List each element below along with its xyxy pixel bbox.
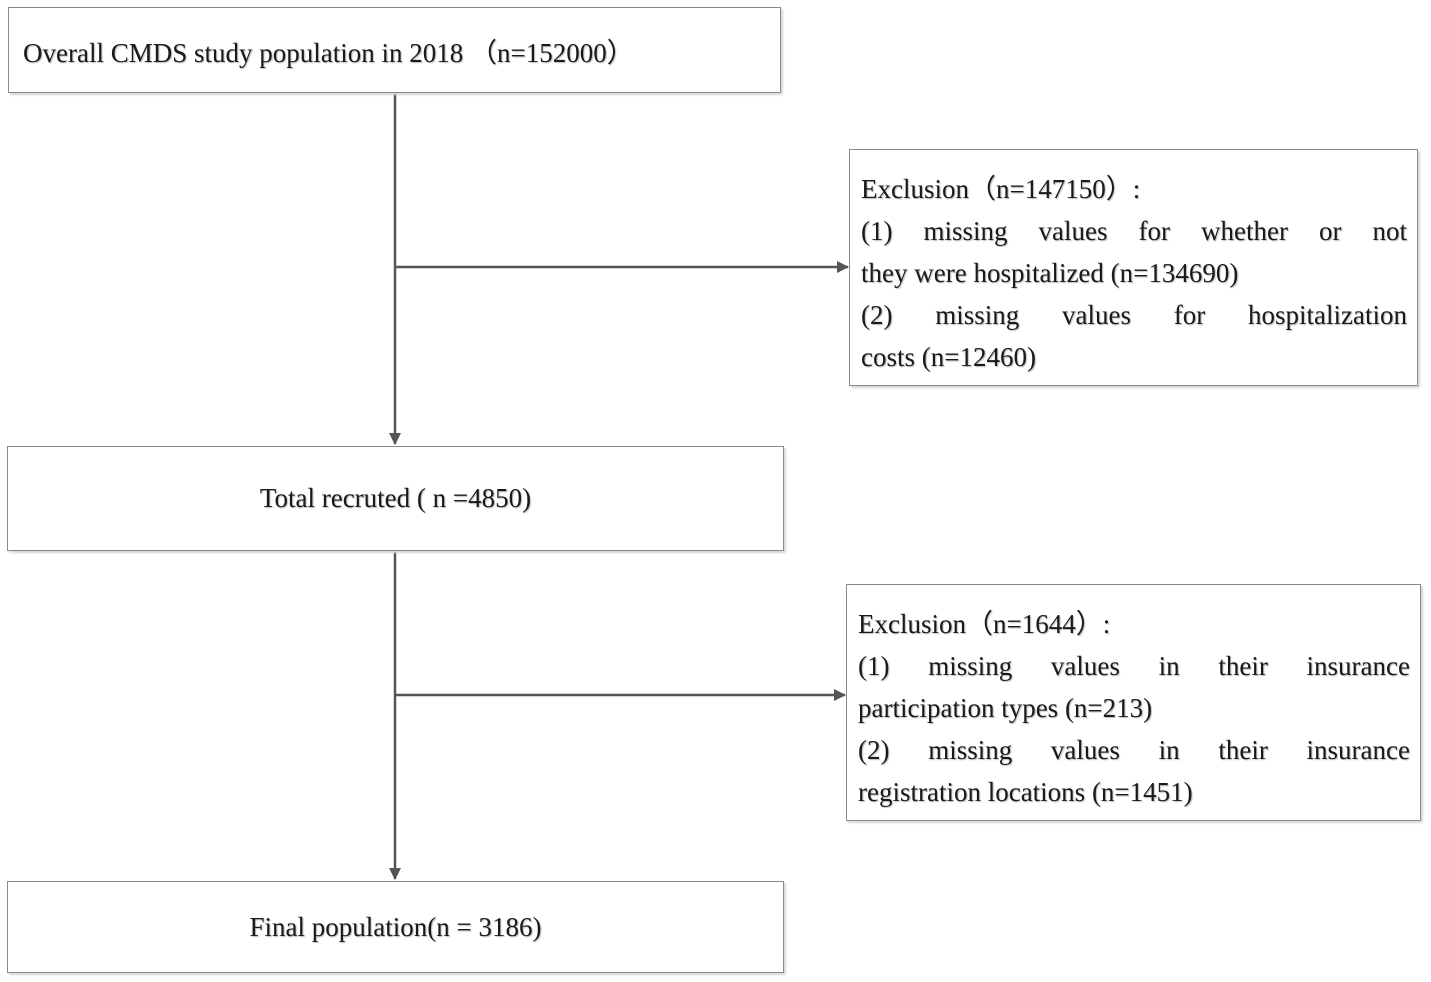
exclusion-line: (1) missing values for whether or not — [861, 216, 1407, 246]
exclusion-line: registration locations (n=1451) — [858, 777, 1193, 807]
exclusion-line: they were hospitalized (n=134690) — [861, 258, 1239, 288]
node-label: Overall CMDS study population in 2018 （n… — [23, 37, 634, 68]
exclusion-box: Exclusion（n=1644）: (1) missing values in … — [846, 584, 1421, 821]
node: Total recruted ( n =4850) — [7, 446, 784, 551]
exclusion-line: (2) missing values in their insurance — [858, 735, 1410, 765]
exclusion-heading: Exclusion（n=1644）: — [858, 609, 1111, 639]
exclusion-heading: Exclusion（n=147150）: — [861, 174, 1141, 204]
exclusion-line: (1) missing values in their insurance — [858, 651, 1410, 681]
exclusion-line: (2) missing values for hospitalization — [861, 300, 1407, 330]
exclusion-box: Exclusion（n=147150）: (1) missing values f… — [849, 149, 1418, 386]
exclusion-line: participation types (n=213) — [858, 693, 1153, 723]
node: Overall CMDS study population in 2018 （n… — [8, 7, 781, 93]
node-label: Total recruted ( n =4850) — [259, 483, 532, 513]
node: Final population(n = 3186) — [7, 881, 784, 973]
node-label: Final population(n = 3186) — [249, 911, 542, 942]
exclusion-line: costs (n=12460) — [861, 342, 1036, 372]
